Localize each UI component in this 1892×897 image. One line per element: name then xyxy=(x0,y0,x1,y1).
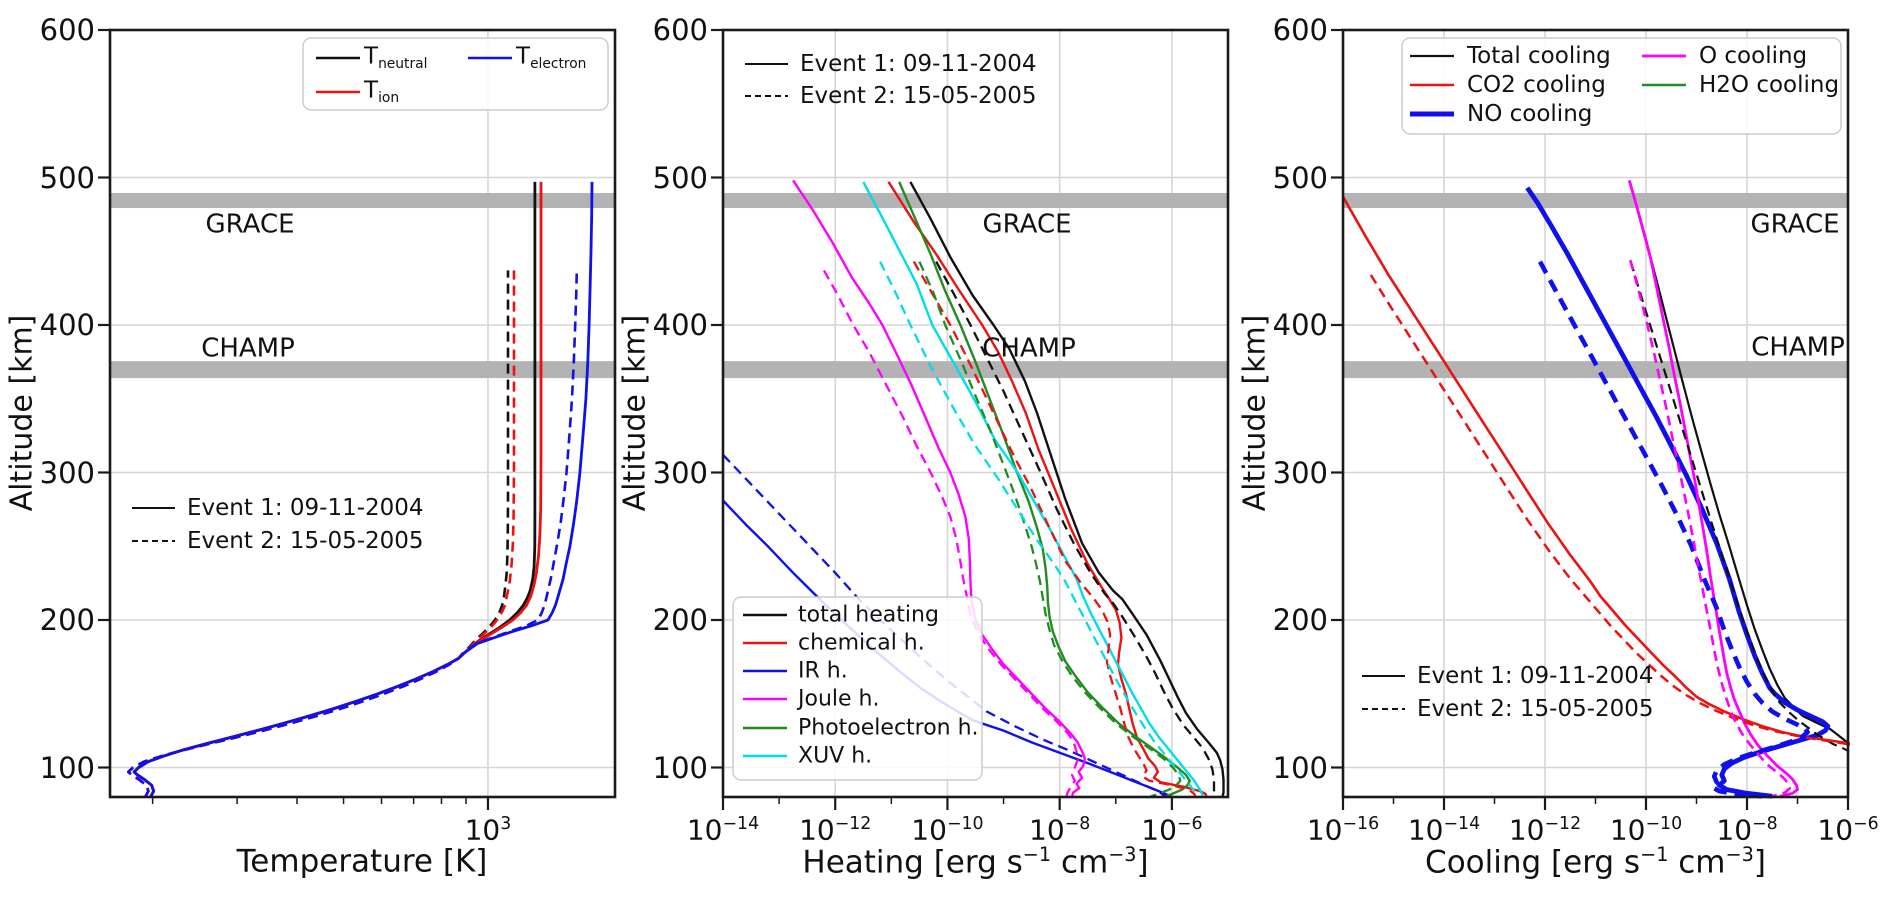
series-line-co2_cooling_ev2 xyxy=(1369,274,1850,746)
y-tick-label: 200 xyxy=(1272,602,1328,637)
legend-item-o-cooling: O cooling xyxy=(1699,42,1808,69)
event-legend-item-1: Event 1: 09-11-2004 xyxy=(1417,662,1654,689)
x-axis-title-cooling: Cooling [erg s−1 cm−3] xyxy=(1425,842,1766,881)
series-line-t_neutral_ev1 xyxy=(132,181,537,798)
legend-item-t-neutral: Tneutral xyxy=(364,43,428,73)
satellite-band-grace xyxy=(723,192,1228,209)
series-line-no_cooling_ev2 xyxy=(1537,260,1810,799)
satellite-band-label-champ: CHAMP xyxy=(201,333,295,364)
y-tick-label: 200 xyxy=(39,602,95,637)
y-tick-label: 100 xyxy=(652,750,708,785)
series-line-total_heating_ev2 xyxy=(935,261,1216,798)
x-tick-label: 10−14 xyxy=(1407,813,1481,847)
y-tick-label: 100 xyxy=(1272,750,1328,785)
y-tick-label: 600 xyxy=(652,12,708,47)
satellite-band-grace xyxy=(110,192,615,209)
legend-item-t-ion: Tion xyxy=(364,77,400,107)
y-tick-label: 200 xyxy=(652,602,708,637)
y-tick-label: 500 xyxy=(39,160,95,195)
series-line-co2_cooling_ev1 xyxy=(1341,196,1850,746)
cooling-panel xyxy=(1331,28,1850,810)
y-tick-label: 300 xyxy=(652,455,708,490)
series-line-total_cooling_ev1 xyxy=(1628,181,1850,747)
legend-item-photoelectron-h: Photoelectron h. xyxy=(798,715,979,741)
satellite-band-label-grace: GRACE xyxy=(982,209,1072,240)
series-line-joule_heating_ev2 xyxy=(822,269,1079,798)
satellite-band-label-grace: GRACE xyxy=(1750,209,1840,240)
legend-item-total-heating: total heating xyxy=(798,602,939,628)
series-line-xuv_heating_ev1 xyxy=(862,181,1204,797)
series-line-ir_heating_ev2 xyxy=(722,454,1167,798)
y-tick-label: 100 xyxy=(39,750,95,785)
event-legend-item-2: Event 2: 15-05-2005 xyxy=(1417,695,1654,722)
x-tick-label: 10−6 xyxy=(1817,813,1879,847)
x-axis-title-temperature: Temperature [K] xyxy=(236,843,488,880)
y-tick-label: 300 xyxy=(1272,455,1328,490)
series-line-total_heating_ev1 xyxy=(909,181,1225,798)
legend-item-t-electron: Telectron xyxy=(516,43,587,73)
y-tick-label: 600 xyxy=(39,12,95,47)
y-tick-label: 500 xyxy=(1272,160,1328,195)
y-tick-label: 400 xyxy=(39,307,95,342)
satellite-band-champ xyxy=(1343,361,1848,379)
x-tick-label: 10−6 xyxy=(1141,813,1203,847)
legend-box xyxy=(302,37,609,111)
x-tick-label: 10−8 xyxy=(1716,813,1778,847)
series-line-xuv_heating_ev2 xyxy=(879,261,1199,797)
x-tick-label: 10−12 xyxy=(799,813,872,847)
y-tick-label: 600 xyxy=(1272,12,1328,47)
satellite-band-grace xyxy=(1343,192,1848,209)
y-tick-label: 400 xyxy=(1272,307,1328,342)
legend-item-xuv-h: XUV h. xyxy=(798,743,873,769)
satellite-band-label-grace: GRACE xyxy=(205,209,295,240)
y-tick-label: 500 xyxy=(652,160,708,195)
x-tick-label: 10−12 xyxy=(1508,813,1582,847)
heating-panel xyxy=(711,28,1230,810)
series-line-o_cooling_ev2 xyxy=(1629,259,1792,798)
plot-border xyxy=(721,28,1230,799)
event-legend-item-2: Event 2: 15-05-2005 xyxy=(800,82,1037,109)
x-tick-label: 103 xyxy=(464,813,512,847)
series-line-chemical_heating_ev1 xyxy=(887,181,1208,798)
legend-item-ir-h: IR h. xyxy=(798,658,848,684)
temperature-panel xyxy=(98,28,617,810)
y-tick-label: 400 xyxy=(652,307,708,342)
x-tick-label: 10−14 xyxy=(686,813,760,847)
legend-item-chemical-h: chemical h. xyxy=(798,630,925,656)
event-legend-item-1: Event 1: 09-11-2004 xyxy=(800,50,1037,77)
satellite-band-label-champ: CHAMP xyxy=(1751,332,1845,363)
satellite-band-label-champ: CHAMP xyxy=(982,333,1076,364)
series-line-t_electron_ev2 xyxy=(127,270,579,798)
satellite-band-champ xyxy=(110,361,615,379)
x-tick-label: 10−16 xyxy=(1306,813,1380,847)
series-line-t_ion_ev1 xyxy=(132,181,543,798)
series-line-photoelectron_heating_ev1 xyxy=(898,181,1191,799)
legend-item-h2o-cooling: H2O cooling xyxy=(1699,71,1840,98)
event-legend-item-2: Event 2: 15-05-2005 xyxy=(187,527,424,554)
series-line-o_cooling_ev1 xyxy=(1627,180,1799,798)
plot-border xyxy=(1341,28,1850,799)
y-tick-label: 300 xyxy=(39,455,95,490)
x-tick-label: 10−8 xyxy=(1029,813,1091,847)
legend-box xyxy=(732,596,983,781)
series-line-t_electron_ev1 xyxy=(132,181,594,798)
plot-border xyxy=(108,28,617,799)
legend-item-no-cooling: NO cooling xyxy=(1467,100,1593,127)
legend-box xyxy=(1401,37,1842,135)
x-tick-label: 10−10 xyxy=(911,813,984,847)
legend-item-joule-h: Joule h. xyxy=(798,686,880,712)
legend-item-total-cooling: Total cooling xyxy=(1467,42,1611,69)
x-axis-title-heating: Heating [erg s−1 cm−3] xyxy=(802,842,1149,881)
series-line-total_cooling_ev2 xyxy=(1629,261,1850,753)
satellite-band-champ xyxy=(723,361,1228,379)
x-tick-label: 10−10 xyxy=(1609,813,1683,847)
legend-item-co2-cooling: CO2 cooling xyxy=(1467,71,1606,98)
event-legend-item-1: Event 1: 09-11-2004 xyxy=(187,494,424,521)
